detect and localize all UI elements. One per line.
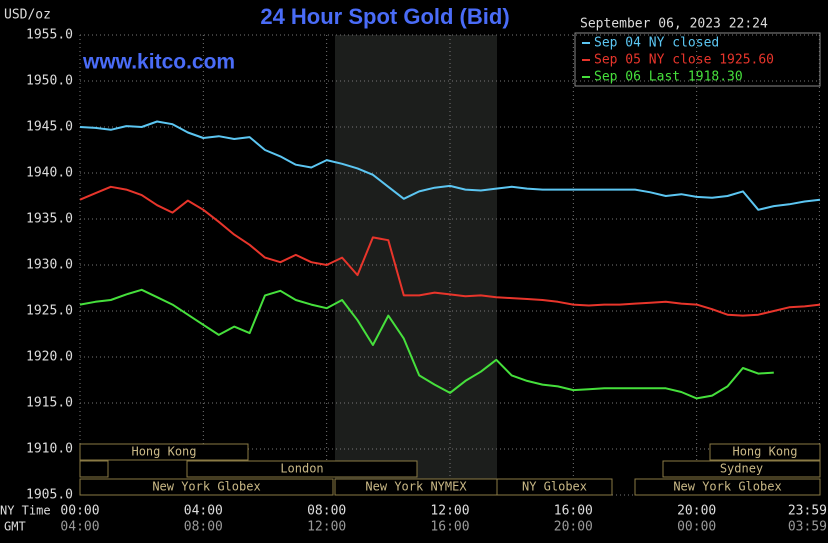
y-tick-label: 1910.0 [26, 442, 73, 457]
session-box [79, 443, 249, 461]
y-tick-label: 1940.0 [26, 166, 73, 181]
x-tick-label: 23:59 [788, 504, 827, 519]
series-line [79, 185, 821, 317]
x2-axis-label: GMT [4, 520, 26, 534]
series-line [79, 288, 774, 400]
session-box [662, 460, 821, 478]
y-tick-label: 1950.0 [26, 74, 73, 89]
session-box [79, 460, 109, 478]
x-axis-label: NY Time [0, 504, 51, 518]
session-label: Sydney [720, 462, 763, 476]
session-label: Hong Kong [131, 445, 196, 459]
x2-tick-label: 03:59 [788, 520, 827, 535]
y-tick-label: 1955.0 [26, 28, 73, 43]
subtitle: September 06, 2023 22:24 [580, 17, 768, 32]
y-unit: USD/oz [4, 8, 51, 23]
legend-label: Sep 05 NY close 1925.60 [594, 53, 774, 68]
x2-tick-label: 20:00 [554, 520, 593, 535]
x-tick-label: 20:00 [677, 504, 716, 519]
session-box [496, 478, 613, 496]
session-box [634, 478, 821, 496]
session-box [186, 460, 418, 478]
legend-label: Sep 04 NY closed [594, 36, 719, 51]
y-tick-label: 1905.0 [26, 488, 73, 503]
session-label: New York Globex [673, 480, 781, 494]
x2-tick-label: 00:00 [677, 520, 716, 535]
y-tick-label: 1920.0 [26, 350, 73, 365]
session-label: Hong Kong [732, 445, 797, 459]
y-tick-label: 1915.0 [26, 396, 73, 411]
session-box [79, 478, 334, 496]
x-tick-label: 08:00 [307, 504, 346, 519]
legend-label: Sep 06 Last 1918.30 [594, 70, 743, 85]
session-label: NY Globex [522, 480, 587, 494]
x2-tick-label: 04:00 [60, 520, 99, 535]
session-label: New York NYMEX [365, 480, 467, 494]
x2-tick-label: 16:00 [430, 520, 469, 535]
session-label: New York Globex [152, 480, 260, 494]
y-tick-label: 1935.0 [26, 212, 73, 227]
x-tick-label: 00:00 [60, 504, 99, 519]
x2-tick-label: 08:00 [184, 520, 223, 535]
series-line [79, 120, 821, 211]
x-tick-label: 12:00 [430, 504, 469, 519]
y-tick-label: 1930.0 [26, 258, 73, 273]
y-tick-label: 1945.0 [26, 120, 73, 135]
x-tick-label: 16:00 [554, 504, 593, 519]
x-tick-label: 04:00 [184, 504, 223, 519]
watermark: www.kitco.com [82, 51, 235, 74]
y-tick-label: 1925.0 [26, 304, 73, 319]
x2-tick-label: 12:00 [307, 520, 346, 535]
session-box [709, 443, 821, 461]
legend-box [574, 32, 821, 87]
session-label: London [280, 462, 323, 476]
chart-title: 24 Hour Spot Gold (Bid) [260, 4, 509, 29]
